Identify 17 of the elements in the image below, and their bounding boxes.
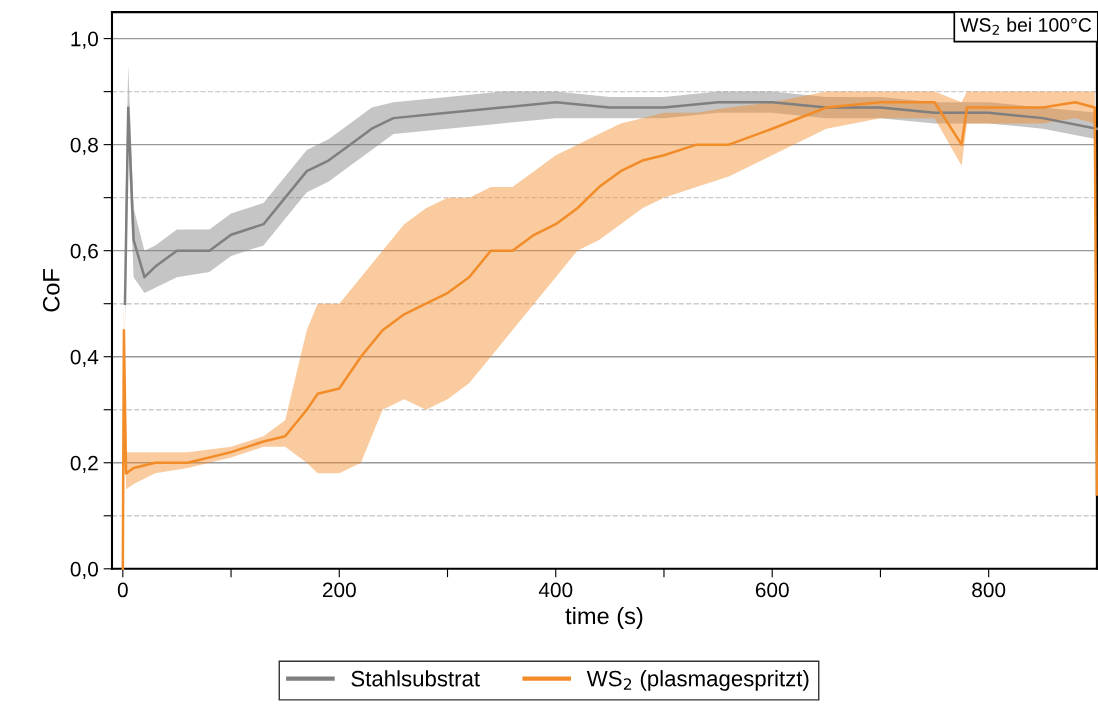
y-tick-label: 0,4 (70, 349, 99, 367)
x-tick-label: 0 (117, 582, 128, 598)
y-tick-label: 0,0 (70, 561, 98, 580)
y-axis-title: CoF (42, 269, 60, 312)
x-tick-label: 800 (972, 582, 1006, 598)
y-tick-label: 0,2 (70, 455, 98, 473)
line-series (123, 100, 1098, 305)
y-tick-label: 1,0 (71, 31, 98, 49)
x-tick-label: 200 (322, 582, 356, 598)
x-tick-label: 600 (755, 582, 789, 598)
y-tick-label: 0,8 (70, 137, 98, 155)
annotation: WS$_{2}$ bei 100°C (960, 17, 1092, 35)
x-axis-title: time (s) (565, 606, 643, 629)
legend-label: Stahlsubstrat (351, 670, 480, 687)
y-tick-label: 0,6 (70, 243, 98, 261)
x-tick-label: 400 (538, 582, 573, 598)
legend-label: WS$_{2}$ (plasmagespritzt) (586, 670, 809, 691)
